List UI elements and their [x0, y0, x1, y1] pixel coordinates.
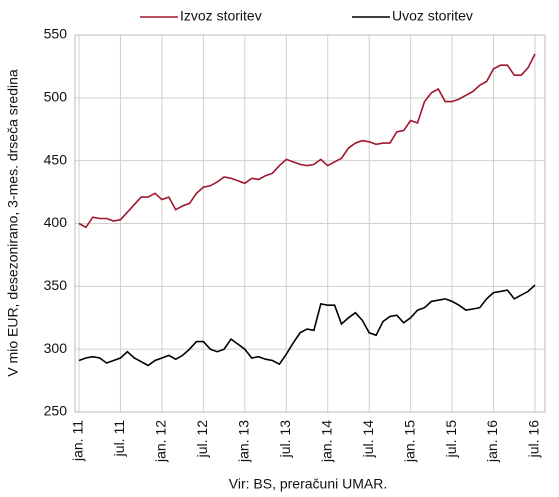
legend-label: Uvoz storitev: [392, 8, 473, 24]
x-tick-label: jan. 13: [236, 420, 252, 463]
x-tick-label: jan. 16: [484, 420, 500, 463]
y-tick-label: 350: [44, 277, 68, 293]
x-tick-label: jul. 13: [277, 420, 293, 459]
y-axis-label: V mio EUR, desezonirano, 3-mes. drseča s…: [5, 69, 21, 377]
y-tick-label: 500: [44, 89, 68, 105]
y-tick-label: 550: [44, 26, 68, 42]
x-tick-label: jan. 11: [70, 420, 86, 462]
x-tick-label: jan. 15: [401, 420, 417, 463]
y-tick-label: 400: [44, 214, 68, 230]
x-tick-label: jul. 15: [443, 420, 459, 459]
y-tick-label: 250: [44, 403, 68, 419]
x-tick-label: jul. 16: [526, 420, 542, 459]
y-tick-label: 450: [44, 151, 68, 167]
x-tick-label: jan. 14: [318, 420, 334, 463]
x-tick-label: jan. 12: [153, 420, 169, 463]
x-tick-label: jul. 14: [360, 420, 376, 459]
series-line: [78, 53, 536, 229]
x-tick-label: jul. 12: [194, 420, 210, 459]
series-line: [78, 284, 536, 367]
plot-frame: [74, 34, 546, 413]
source: Vir: BS, preračuni UMAR.: [229, 476, 387, 492]
y-tick-label: 300: [44, 340, 68, 356]
legend-label: Izvoz storitev: [180, 8, 262, 24]
x-tick-label: jul. 11: [111, 420, 127, 458]
